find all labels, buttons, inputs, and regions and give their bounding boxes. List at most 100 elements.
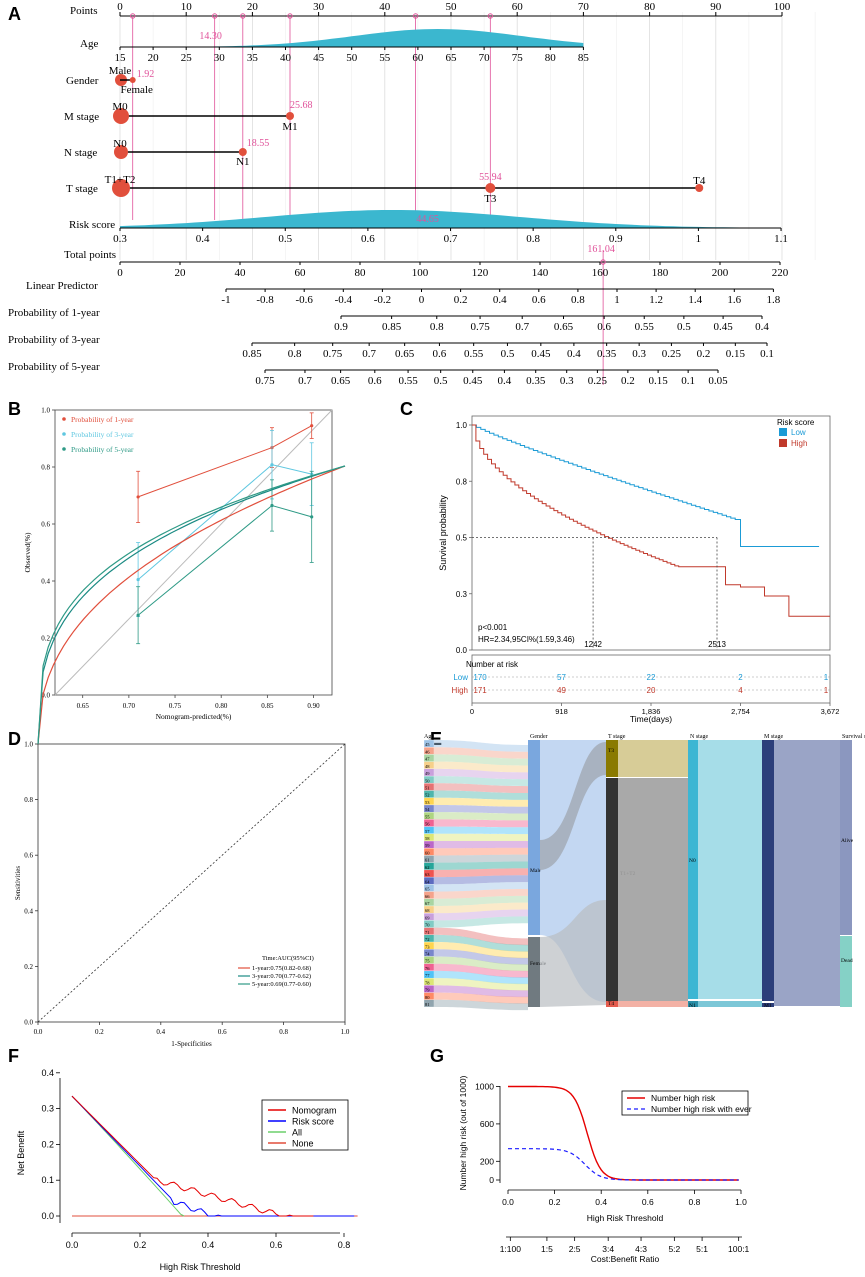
tick-label: 1: [696, 233, 702, 245]
tick-label: 1.6: [727, 294, 741, 306]
level-label: Female: [121, 84, 153, 96]
age-label: 66: [425, 894, 430, 899]
median-label: 2513: [708, 640, 726, 649]
risk-count: 49: [557, 686, 566, 695]
age-flow: [434, 942, 528, 959]
level-label: M1: [282, 121, 297, 133]
n-stage-label: N1: [689, 1003, 696, 1009]
tick-label: 0.6: [24, 852, 33, 860]
age-label: 55: [425, 814, 430, 819]
t-stage-label: T3: [608, 748, 614, 754]
tick-label: 5:2: [668, 1244, 680, 1254]
panel-letter-a: A: [8, 4, 21, 24]
level-marker: [485, 183, 496, 193]
tick-label: 0.45: [531, 348, 551, 360]
tick-label: 0.7: [515, 321, 529, 333]
age-label: 52: [425, 793, 430, 798]
legend-label: Probability of 5-year: [71, 445, 134, 454]
n-m-flow: [698, 1001, 762, 1007]
tick-label: 0.65: [395, 348, 415, 360]
tick-label: 0.3: [41, 1104, 54, 1114]
t-n-flow: [618, 1001, 688, 1007]
age-flow: [434, 790, 528, 800]
age-label: 58: [425, 836, 430, 841]
tick-label: 0: [117, 267, 123, 279]
y-axis-label: Survival probability: [438, 495, 448, 571]
age-flow: [434, 747, 528, 759]
tick-label: 0.2: [41, 635, 50, 643]
row-label-linear-predictor: Linear Predictor: [26, 280, 98, 292]
tick-label: 1.0: [24, 741, 33, 749]
row-label-probability: Probability of 1-year: [8, 307, 100, 319]
tick-label: 3,672: [821, 707, 840, 716]
tick-label: 0.6: [597, 321, 611, 333]
tick-label: 90: [710, 1, 722, 13]
tick-label: 1:5: [541, 1244, 553, 1254]
legend-title: Risk score: [777, 418, 815, 427]
tick-label: 0.6: [41, 521, 50, 529]
roc-panel: 0.00.00.20.20.40.40.60.60.80.81.01.01-Sp…: [14, 465, 350, 1048]
age-flow: [434, 861, 528, 870]
tick-label: 65: [446, 52, 458, 64]
tick-label: 918: [555, 707, 568, 716]
tick-label: 0.70: [123, 702, 136, 710]
tick-label: 1: [614, 294, 620, 306]
tick-label: 0.5: [278, 233, 292, 245]
row-label-probability: Probability of 5-year: [8, 361, 100, 373]
row-label-age: Age: [80, 38, 98, 50]
m-stratum-m0: [762, 740, 774, 1001]
age-flow: [434, 992, 528, 1004]
tick-label: 75: [512, 52, 524, 64]
tick-label: 0.75: [255, 375, 275, 387]
age-label: 76: [425, 966, 430, 971]
tick-label: 5:1: [696, 1244, 708, 1254]
point-label-total: 161.04: [587, 244, 615, 255]
gender-flow: [540, 742, 606, 870]
tick-label: 1.8: [767, 294, 781, 306]
age-flow: [434, 854, 528, 863]
tick-label: 0.2: [41, 1139, 54, 1149]
plot-frame: [54, 409, 333, 696]
tick-label: -0.8: [256, 294, 274, 306]
gender-label: Female: [530, 961, 547, 967]
tick-label: -0.4: [335, 294, 353, 306]
number-high-risk-event-line: [508, 1148, 739, 1181]
row-label-gender: Gender: [66, 75, 99, 87]
tick-label: 0.15: [726, 348, 746, 360]
data-point: [270, 503, 274, 508]
legend-label: High: [791, 439, 807, 448]
t-stratum-t4: [606, 1001, 618, 1007]
age-flow: [434, 819, 528, 828]
data-point: [136, 495, 140, 499]
tick-label: 0.85: [382, 321, 402, 333]
row-label-probability: Probability of 3-year: [8, 334, 100, 346]
tick-label: 0.6: [368, 375, 382, 387]
age-label: 63: [425, 872, 430, 877]
age-flow: [434, 949, 528, 965]
point-label-t: 55.94: [479, 172, 502, 183]
age-label: 49: [425, 771, 430, 776]
tick-label: 200: [480, 1156, 494, 1166]
age-label: 77: [425, 973, 430, 978]
age-flow: [434, 754, 528, 766]
tick-label: 80: [644, 1, 656, 13]
age-density: [120, 29, 584, 47]
age-flow: [434, 985, 528, 998]
p-value: p<0.001: [478, 623, 508, 632]
tick-label: 0.8: [288, 348, 302, 360]
row-label-m-stage: M stage: [64, 111, 99, 123]
age-label: 60: [425, 850, 430, 855]
tick-label: 45: [313, 52, 325, 64]
age-flow: [434, 797, 528, 807]
tick-label: 0.2: [549, 1197, 561, 1207]
tick-label: 100: [774, 1, 791, 13]
age-flow: [434, 740, 528, 752]
tick-label: 0.0: [502, 1197, 514, 1207]
n-m-flow: [698, 740, 762, 999]
age-flow: [434, 927, 528, 946]
risk-count: 57: [557, 673, 566, 682]
legend-marker: [62, 447, 66, 451]
level-label: T4: [693, 175, 706, 187]
